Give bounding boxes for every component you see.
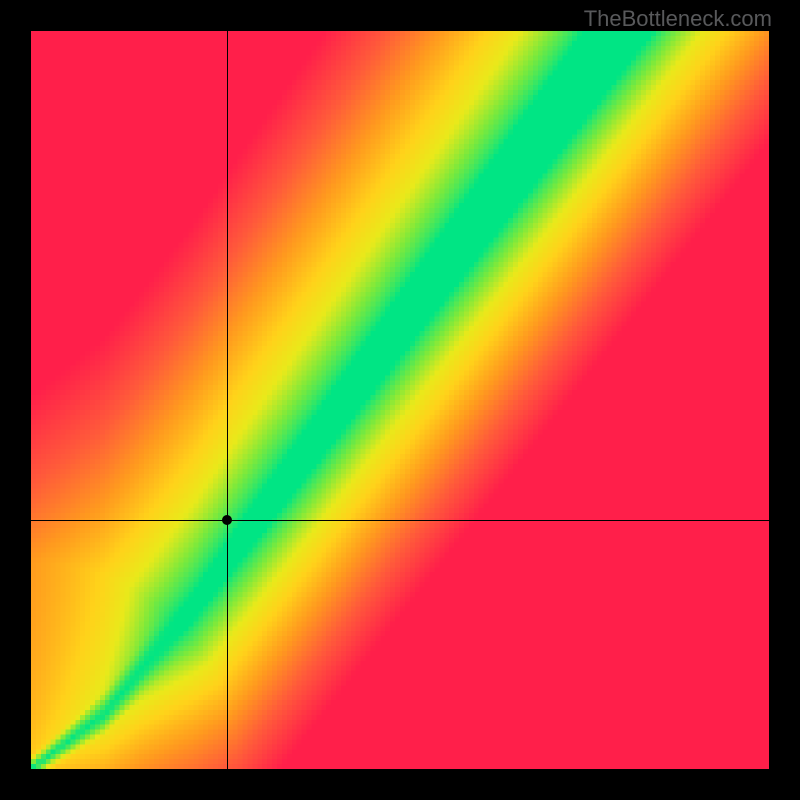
bottleneck-heatmap [31, 31, 769, 769]
crosshair-marker-dot [222, 515, 232, 525]
watermark-text: TheBottleneck.com [584, 6, 772, 32]
crosshair-vertical [227, 31, 228, 769]
crosshair-horizontal [31, 520, 769, 521]
